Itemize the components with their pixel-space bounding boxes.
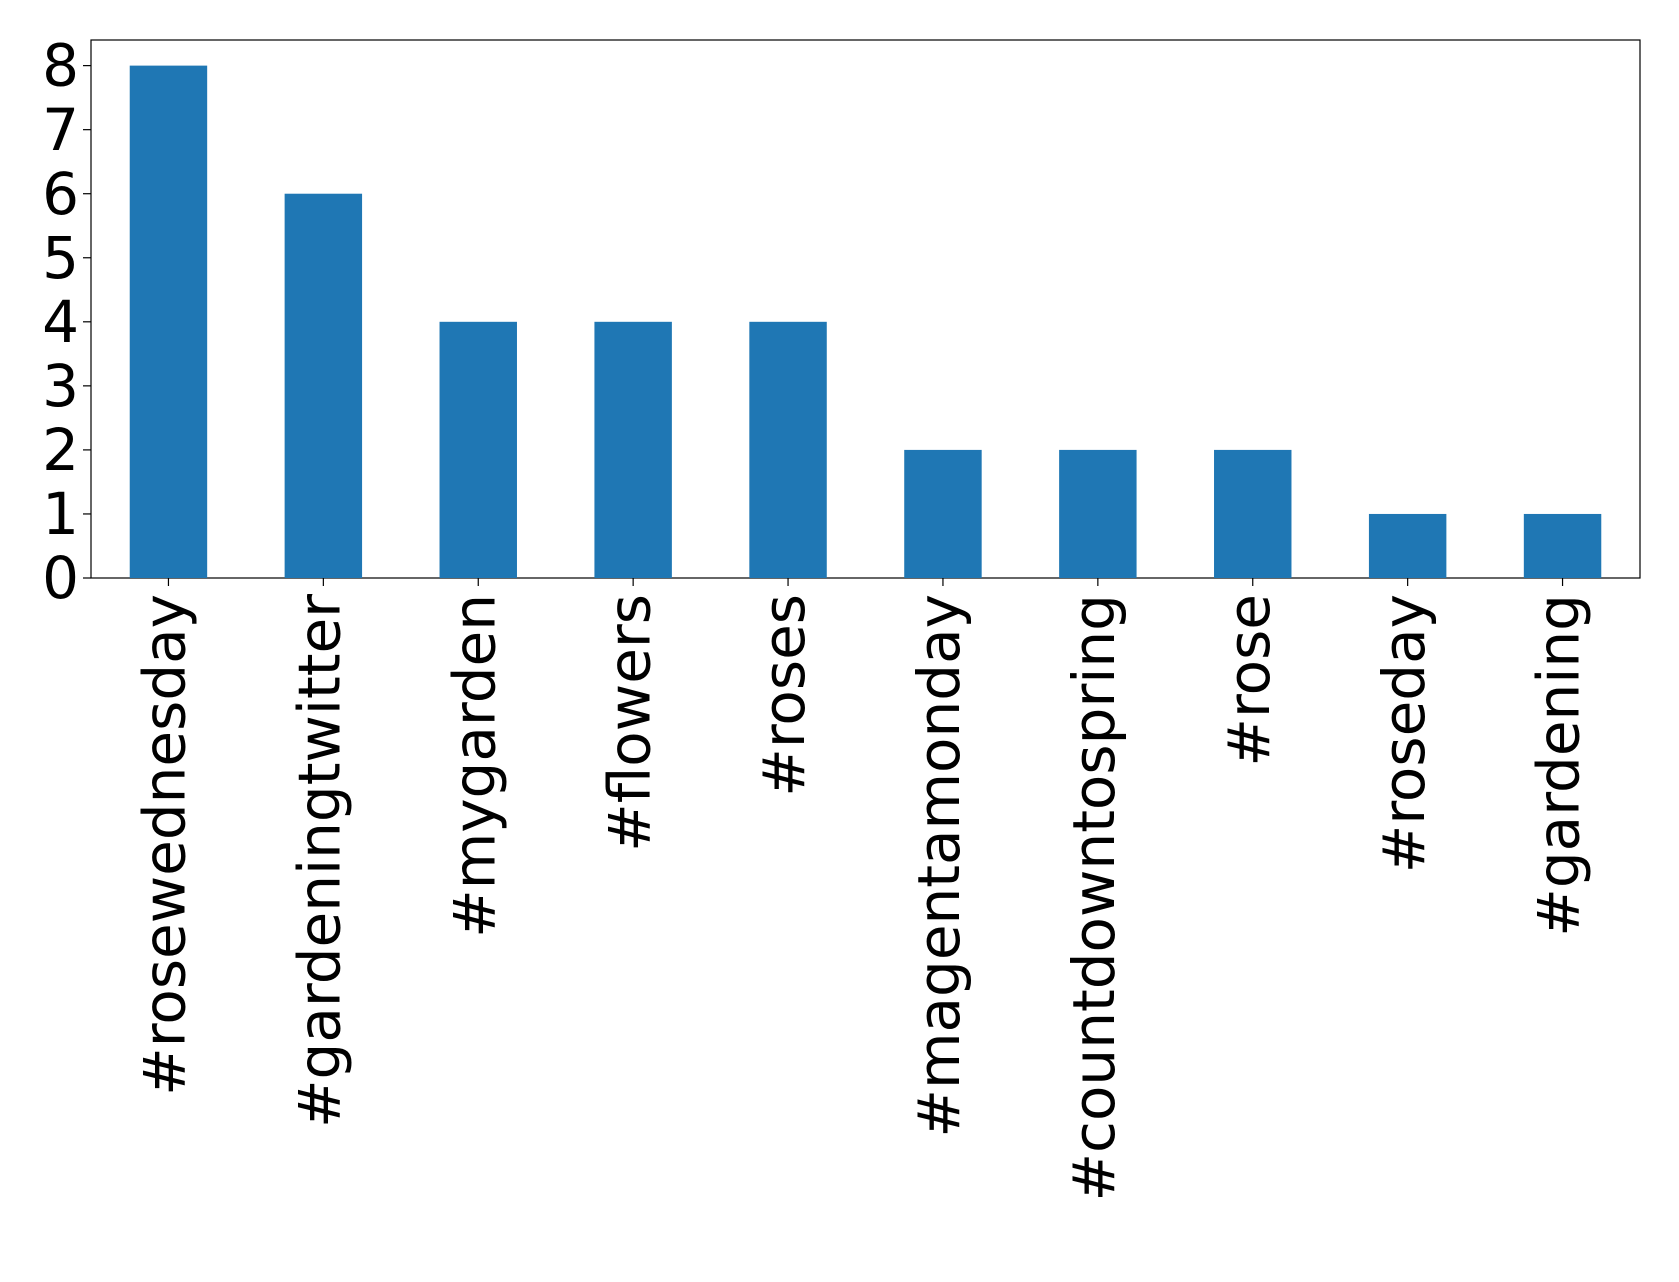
bar (284, 193, 363, 578)
x-tick-label: #countdowntospring (1060, 594, 1128, 1202)
bar (1523, 513, 1602, 578)
bar (594, 321, 672, 578)
y-tick-label: 2 (42, 416, 79, 484)
x-tick-label: #gardeningtwitter (285, 594, 353, 1128)
y-tick-label: 0 (42, 544, 79, 612)
x-tick-label: #roseday (1370, 594, 1438, 873)
bar (1059, 449, 1137, 578)
y-tick-label: 1 (42, 480, 79, 548)
bar (904, 449, 982, 578)
x-tick-label: #rosewednesday (131, 594, 199, 1096)
x-tick-label: #rose (1215, 594, 1283, 767)
y-tick-label: 4 (42, 288, 79, 356)
plot-frame (90, 39, 1641, 579)
x-tick-label: #magentamonday (905, 594, 973, 1138)
y-tick-label: 5 (42, 224, 79, 292)
bar (749, 321, 827, 578)
y-tick-label: 3 (42, 352, 79, 420)
bar (1214, 449, 1292, 578)
x-tick-label: #flowers (595, 594, 663, 852)
x-tick-label: #mygarden (440, 594, 508, 938)
bar (439, 321, 517, 578)
y-tick-label: 7 (42, 96, 79, 164)
bar (129, 65, 208, 579)
x-tick-label: #roses (750, 594, 818, 797)
x-tick-label: #gardening (1525, 594, 1593, 937)
bar (1368, 513, 1447, 578)
y-tick-label: 8 (42, 32, 79, 100)
y-tick-label: 6 (42, 160, 79, 228)
